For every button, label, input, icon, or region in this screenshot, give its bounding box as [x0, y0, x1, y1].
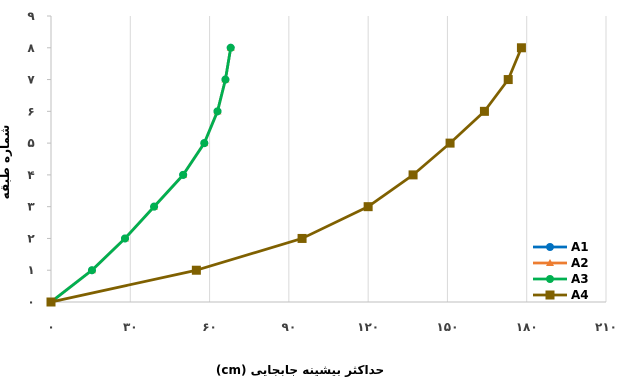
- data-point: [213, 107, 222, 116]
- y-tick-label: ۶: [27, 104, 34, 118]
- x-tick-label: ۹۰: [282, 320, 297, 334]
- data-point: [150, 202, 159, 211]
- series-line: [50, 47, 233, 304]
- legend-item-a4: A4: [533, 288, 589, 302]
- data-point: [546, 275, 554, 283]
- x-tick-label: ۱۸۰: [516, 320, 538, 334]
- data-point: [221, 75, 230, 84]
- x-tick-label: ۰: [47, 320, 54, 334]
- y-tick-label: ۲: [27, 231, 35, 245]
- y-tick-label: ۹: [27, 9, 35, 23]
- data-point: [516, 43, 526, 53]
- series-a4: [46, 43, 526, 307]
- data-point: [179, 170, 188, 179]
- data-point: [226, 43, 235, 52]
- legend-label: A1: [571, 240, 589, 254]
- legend-item-a2: A2: [533, 256, 589, 270]
- data-point: [545, 290, 555, 300]
- y-tick-label: ۳: [27, 200, 35, 214]
- data-point: [87, 266, 96, 275]
- data-point: [200, 139, 209, 148]
- series-group: [46, 43, 526, 307]
- data-point: [408, 170, 418, 180]
- legend-item-a3: A3: [533, 272, 589, 286]
- legend-label: A2: [571, 256, 589, 270]
- y-tick-label: ۰: [27, 295, 34, 309]
- data-point: [46, 297, 56, 307]
- y-axis-title: شماره طبقه: [0, 125, 12, 200]
- data-point: [479, 106, 489, 116]
- data-point: [121, 234, 129, 243]
- x-tick-label: ۲۱۰: [595, 320, 617, 334]
- data-point: [191, 265, 201, 275]
- data-point: [297, 233, 307, 243]
- data-point: [445, 138, 455, 148]
- y-tick-label: ۸: [27, 41, 35, 55]
- y-tick-label: ۵: [27, 136, 34, 150]
- series-line: [50, 47, 233, 304]
- legend: A1 A2 A3 A4: [533, 240, 589, 302]
- x-axis-title: حداکثر بیشینه جابجایی (cm): [216, 363, 384, 377]
- legend-item-a1: A1: [533, 240, 589, 254]
- data-point: [546, 259, 554, 266]
- series-line: [50, 47, 523, 304]
- axes: [47, 15, 606, 303]
- grid-lines: [129, 16, 607, 302]
- x-tick-label: ۱۵۰: [436, 320, 458, 334]
- data-point: [503, 75, 513, 85]
- legend-label: A3: [571, 272, 589, 286]
- data-point: [363, 202, 373, 212]
- x-tick-label: ۱۲۰: [357, 320, 379, 334]
- x-tick-labels: ۰ ۳۰ ۶۰ ۹۰ ۱۲۰ ۱۵۰ ۱۸۰ ۲۱۰: [47, 320, 617, 334]
- x-tick-label: ۳۰: [123, 320, 138, 334]
- x-tick-label: ۶۰: [202, 320, 217, 334]
- y-tick-label: ۱: [27, 263, 34, 277]
- legend-label: A4: [571, 288, 589, 302]
- y-tick-label: ۴: [27, 168, 34, 182]
- y-tick-label: ۷: [27, 73, 35, 87]
- series-line: [50, 47, 233, 304]
- data-point: [546, 243, 554, 251]
- y-tick-labels: ۰ ۱ ۲ ۳ ۴ ۵ ۶ ۷ ۸ ۹: [27, 9, 35, 309]
